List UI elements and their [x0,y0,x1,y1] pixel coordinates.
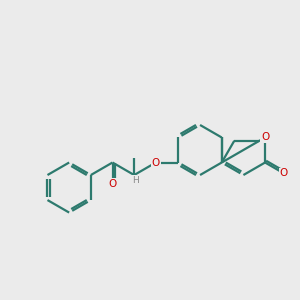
Text: H: H [132,176,139,185]
Text: O: O [108,179,117,189]
Text: O: O [279,168,288,178]
Text: O: O [261,133,269,142]
Text: O: O [152,158,160,167]
